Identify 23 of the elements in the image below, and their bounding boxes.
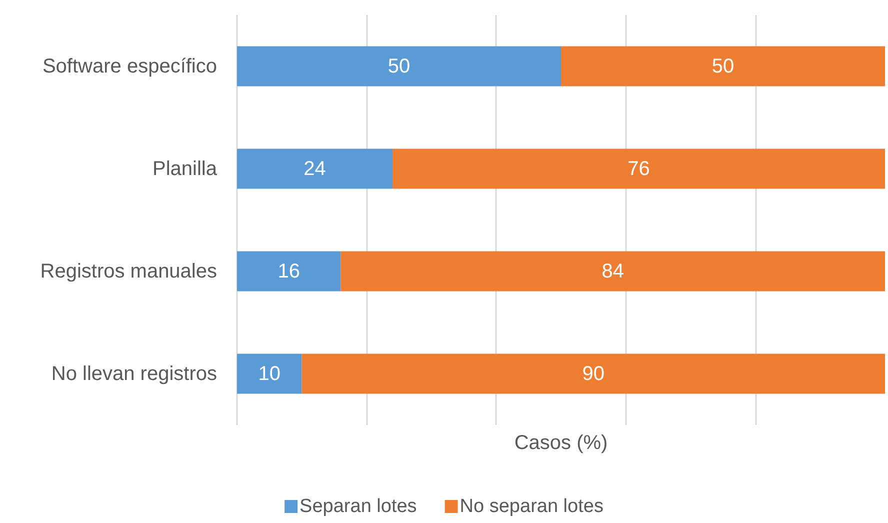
- bar: [237, 46, 561, 86]
- data-label: 16: [278, 260, 300, 282]
- bar: [237, 251, 341, 292]
- data-label: 10: [258, 362, 281, 385]
- bar: [302, 354, 885, 394]
- bar: [392, 148, 885, 189]
- data-label: 50: [712, 55, 734, 78]
- y-tick-label: No llevan registros: [51, 362, 217, 385]
- data-label: 24: [304, 158, 326, 180]
- data-label: 76: [628, 158, 650, 180]
- bar: [237, 148, 393, 189]
- bar: [237, 354, 302, 394]
- data-label: 84: [602, 260, 624, 282]
- x-axis-title: Casos (%): [514, 432, 608, 454]
- y-tick-label: Software específico: [42, 55, 217, 78]
- y-tick-label: Planilla: [152, 158, 218, 180]
- data-label: 90: [582, 362, 605, 385]
- legend-label: No separan lotes: [460, 496, 604, 517]
- y-tick-label: Registros manuales: [40, 260, 217, 282]
- legend-label: Separan lotes: [300, 496, 417, 517]
- data-label: 50: [388, 55, 410, 78]
- bar: [561, 46, 885, 86]
- bar: [340, 251, 885, 292]
